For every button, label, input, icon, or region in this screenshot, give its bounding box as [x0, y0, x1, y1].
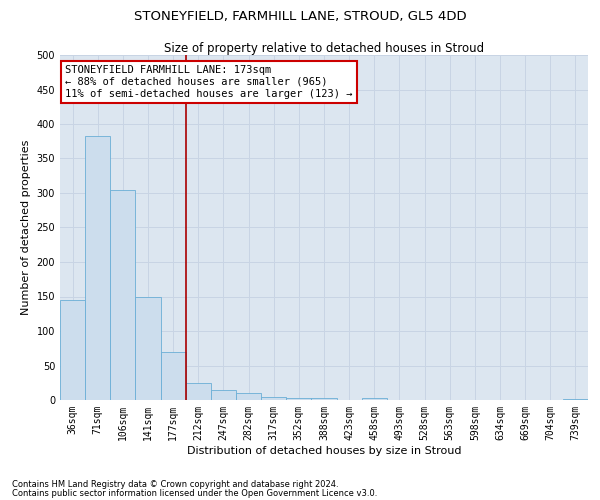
Bar: [186, 383, 211, 400]
X-axis label: Distribution of detached houses by size in Stroud: Distribution of detached houses by size …: [187, 446, 461, 456]
Bar: [85, 136, 110, 400]
Text: Contains HM Land Registry data © Crown copyright and database right 2024.: Contains HM Land Registry data © Crown c…: [12, 480, 338, 489]
Bar: [136, 296, 161, 400]
Bar: [362, 398, 387, 400]
Y-axis label: Number of detached properties: Number of detached properties: [21, 140, 31, 315]
Bar: [286, 398, 311, 400]
Bar: [161, 352, 186, 400]
Bar: [261, 396, 286, 400]
Bar: [563, 398, 588, 400]
Bar: [60, 300, 85, 400]
Text: Contains public sector information licensed under the Open Government Licence v3: Contains public sector information licen…: [12, 488, 377, 498]
Text: STONEYFIELD, FARMHILL LANE, STROUD, GL5 4DD: STONEYFIELD, FARMHILL LANE, STROUD, GL5 …: [134, 10, 466, 23]
Text: STONEYFIELD FARMHILL LANE: 173sqm
← 88% of detached houses are smaller (965)
11%: STONEYFIELD FARMHILL LANE: 173sqm ← 88% …: [65, 66, 353, 98]
Bar: [110, 190, 136, 400]
Bar: [311, 398, 337, 400]
Title: Size of property relative to detached houses in Stroud: Size of property relative to detached ho…: [164, 42, 484, 55]
Bar: [236, 393, 261, 400]
Bar: [211, 390, 236, 400]
